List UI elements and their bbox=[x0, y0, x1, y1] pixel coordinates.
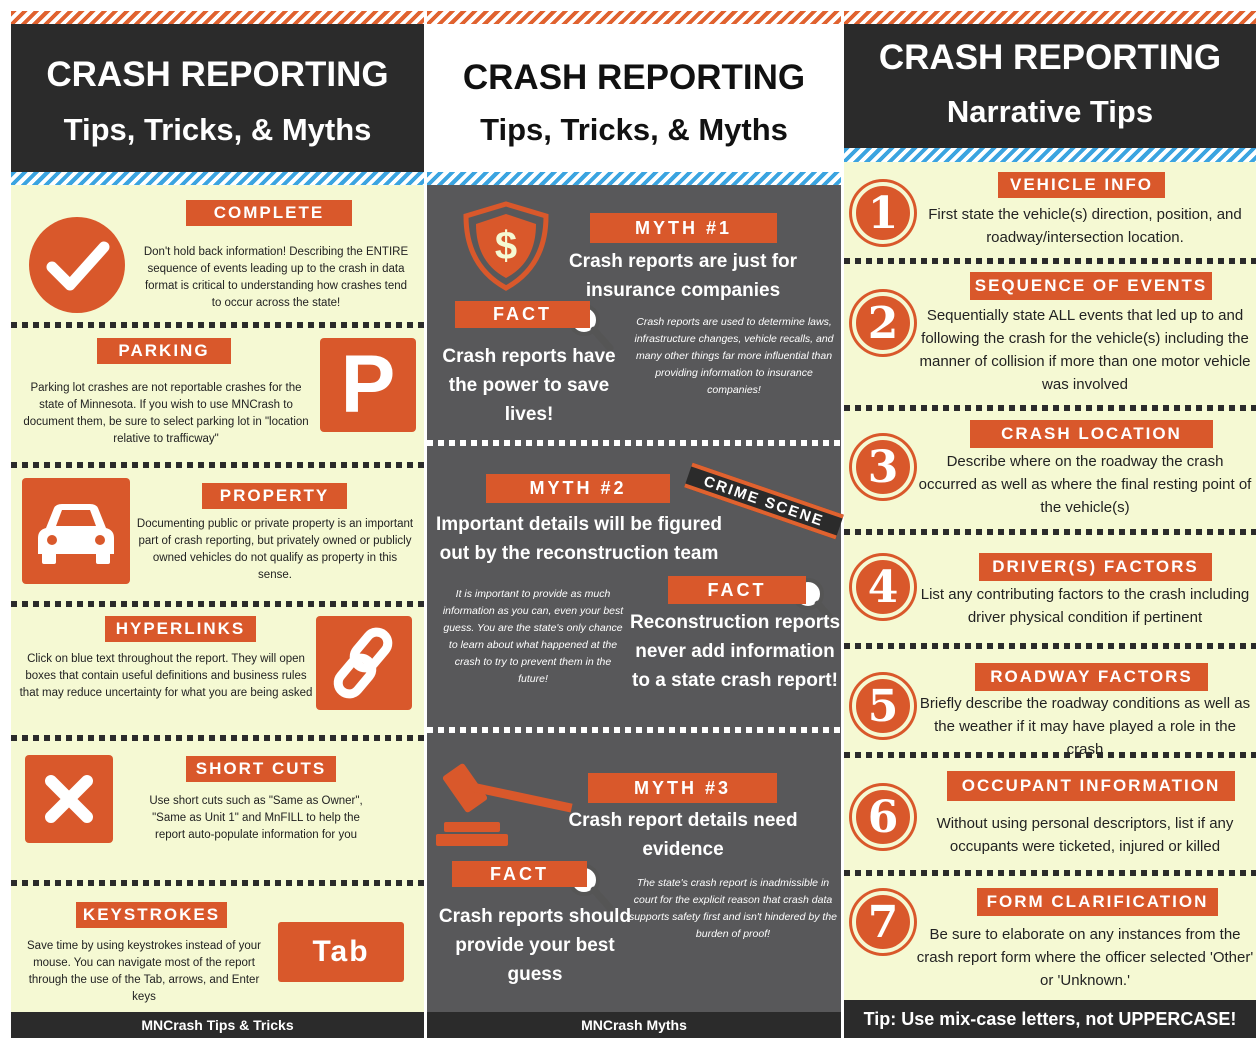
tip-heading: DRIVER(S) FACTORS bbox=[979, 553, 1212, 581]
separator bbox=[844, 752, 1256, 758]
tip-text: Describe where on the roadway the crash … bbox=[918, 453, 1252, 516]
separator bbox=[11, 601, 424, 607]
icon-text: Tab bbox=[312, 935, 370, 968]
icon-text: $ bbox=[494, 223, 518, 268]
section-heading: SHORT CUTS bbox=[186, 756, 336, 782]
stripe bbox=[11, 172, 424, 185]
stripe bbox=[427, 172, 841, 185]
stripe bbox=[427, 11, 841, 24]
number-badge: 1 bbox=[852, 182, 914, 244]
tip-text: First state the vehicle(s) direction, po… bbox=[928, 206, 1242, 246]
tip-heading: VEHICLE INFO bbox=[998, 172, 1165, 198]
subtitle: Tips, Tricks, & Myths bbox=[63, 112, 372, 147]
separator bbox=[11, 880, 424, 886]
section-text: Don't hold back information! Describing … bbox=[143, 246, 409, 309]
section-text: Documenting public or private property i… bbox=[136, 518, 414, 581]
fact-detail: Crash reports are used to determine laws… bbox=[634, 316, 834, 396]
fact-detail: It is important to provide as much infor… bbox=[442, 588, 624, 685]
stripe bbox=[844, 148, 1256, 162]
fact-text: Crash reports should provide your best g… bbox=[438, 906, 632, 985]
footer: Tip: Use mix-case letters, not UPPERCASE… bbox=[863, 1008, 1237, 1029]
tip-heading: CRASH LOCATION bbox=[970, 420, 1213, 448]
section-text: Use short cuts such as "Same as Owner", … bbox=[149, 795, 363, 841]
section-text: Parking lot crashes are not reportable c… bbox=[23, 382, 309, 445]
check-icon bbox=[29, 217, 125, 313]
footer: MNCrash Tips & Tricks bbox=[141, 1017, 294, 1033]
section-heading: COMPLETE bbox=[186, 200, 352, 226]
link-icon bbox=[316, 616, 412, 710]
fact-label: FACT bbox=[452, 861, 587, 887]
separator bbox=[11, 462, 424, 468]
footer: MNCrash Myths bbox=[581, 1017, 687, 1033]
stripe bbox=[11, 11, 424, 24]
footer-bg bbox=[844, 1000, 1256, 1038]
section-text: Click on blue text throughout the report… bbox=[19, 653, 313, 699]
shield-icon bbox=[463, 201, 549, 291]
tip-text: Sequentially state ALL events that led u… bbox=[919, 307, 1251, 393]
separator bbox=[427, 727, 841, 733]
fact-text: Reconstruction reports never add informa… bbox=[629, 612, 841, 691]
tip-heading: SEQUENCE OF EVENTS bbox=[970, 272, 1212, 300]
tip-text: Without using personal descriptors, list… bbox=[936, 815, 1234, 855]
myth-label: MYTH #1 bbox=[590, 213, 777, 243]
fact-text: Crash reports have the power to save liv… bbox=[442, 346, 616, 425]
header bbox=[11, 24, 424, 172]
myth-text: Crash reports are just for insurance com… bbox=[568, 251, 798, 301]
separator bbox=[844, 258, 1256, 264]
number-badge: 7 bbox=[852, 891, 914, 953]
tab-key bbox=[278, 922, 404, 982]
icon-text: P bbox=[340, 339, 396, 430]
separator bbox=[844, 529, 1256, 535]
myth-text: Crash report details need evidence bbox=[568, 810, 798, 860]
title: CRASH REPORTING bbox=[462, 58, 806, 97]
tip-heading: OCCUPANT INFORMATION bbox=[947, 771, 1235, 801]
title: CRASH REPORTING bbox=[46, 55, 389, 94]
myth-label: MYTH #3 bbox=[588, 773, 777, 803]
stripe bbox=[844, 11, 1256, 24]
section-heading: HYPERLINKS bbox=[105, 616, 256, 642]
subtitle: Tips, Tricks, & Myths bbox=[480, 112, 788, 147]
section-text: Save time by using keystrokes instead of… bbox=[27, 940, 261, 1003]
x-icon bbox=[25, 755, 113, 843]
myth-text: Important details will be figured out by… bbox=[435, 514, 723, 564]
number-badge: 4 bbox=[852, 556, 914, 618]
separator bbox=[11, 735, 424, 741]
footer-bg bbox=[11, 1012, 424, 1038]
separator bbox=[844, 643, 1256, 649]
fact-label: FACT bbox=[668, 576, 806, 604]
tip-text: Be sure to elaborate on any instances fr… bbox=[916, 926, 1254, 989]
car-icon bbox=[22, 478, 130, 584]
gavel-icon bbox=[436, 763, 573, 846]
section-heading: PROPERTY bbox=[202, 483, 347, 509]
fact-label: FACT bbox=[455, 301, 590, 328]
fact-detail: The state's crash report is inadmissible… bbox=[628, 877, 838, 940]
myth-label: MYTH #2 bbox=[486, 474, 670, 503]
section-heading: PARKING bbox=[97, 338, 231, 364]
separator bbox=[11, 322, 424, 328]
tip-heading: FORM CLARIFICATION bbox=[977, 888, 1218, 916]
tip-text: Briefly describe the roadway conditions … bbox=[919, 695, 1251, 758]
subtitle: Narrative Tips bbox=[946, 94, 1154, 129]
number-badge: 3 bbox=[852, 436, 914, 498]
number-badge: 6 bbox=[852, 786, 914, 848]
number-badge: 2 bbox=[852, 292, 914, 354]
footer-bg bbox=[427, 1012, 841, 1038]
separator bbox=[844, 405, 1256, 411]
title: CRASH REPORTING bbox=[878, 38, 1222, 77]
separator bbox=[844, 870, 1256, 876]
tip-text: List any contributing factors to the cra… bbox=[920, 586, 1250, 626]
header bbox=[844, 24, 1256, 148]
section-heading: KEYSTROKES bbox=[76, 902, 227, 928]
number-badge: 5 bbox=[852, 675, 914, 737]
tip-heading: ROADWAY FACTORS bbox=[975, 663, 1208, 691]
parking-icon bbox=[320, 338, 416, 432]
separator bbox=[427, 440, 841, 446]
